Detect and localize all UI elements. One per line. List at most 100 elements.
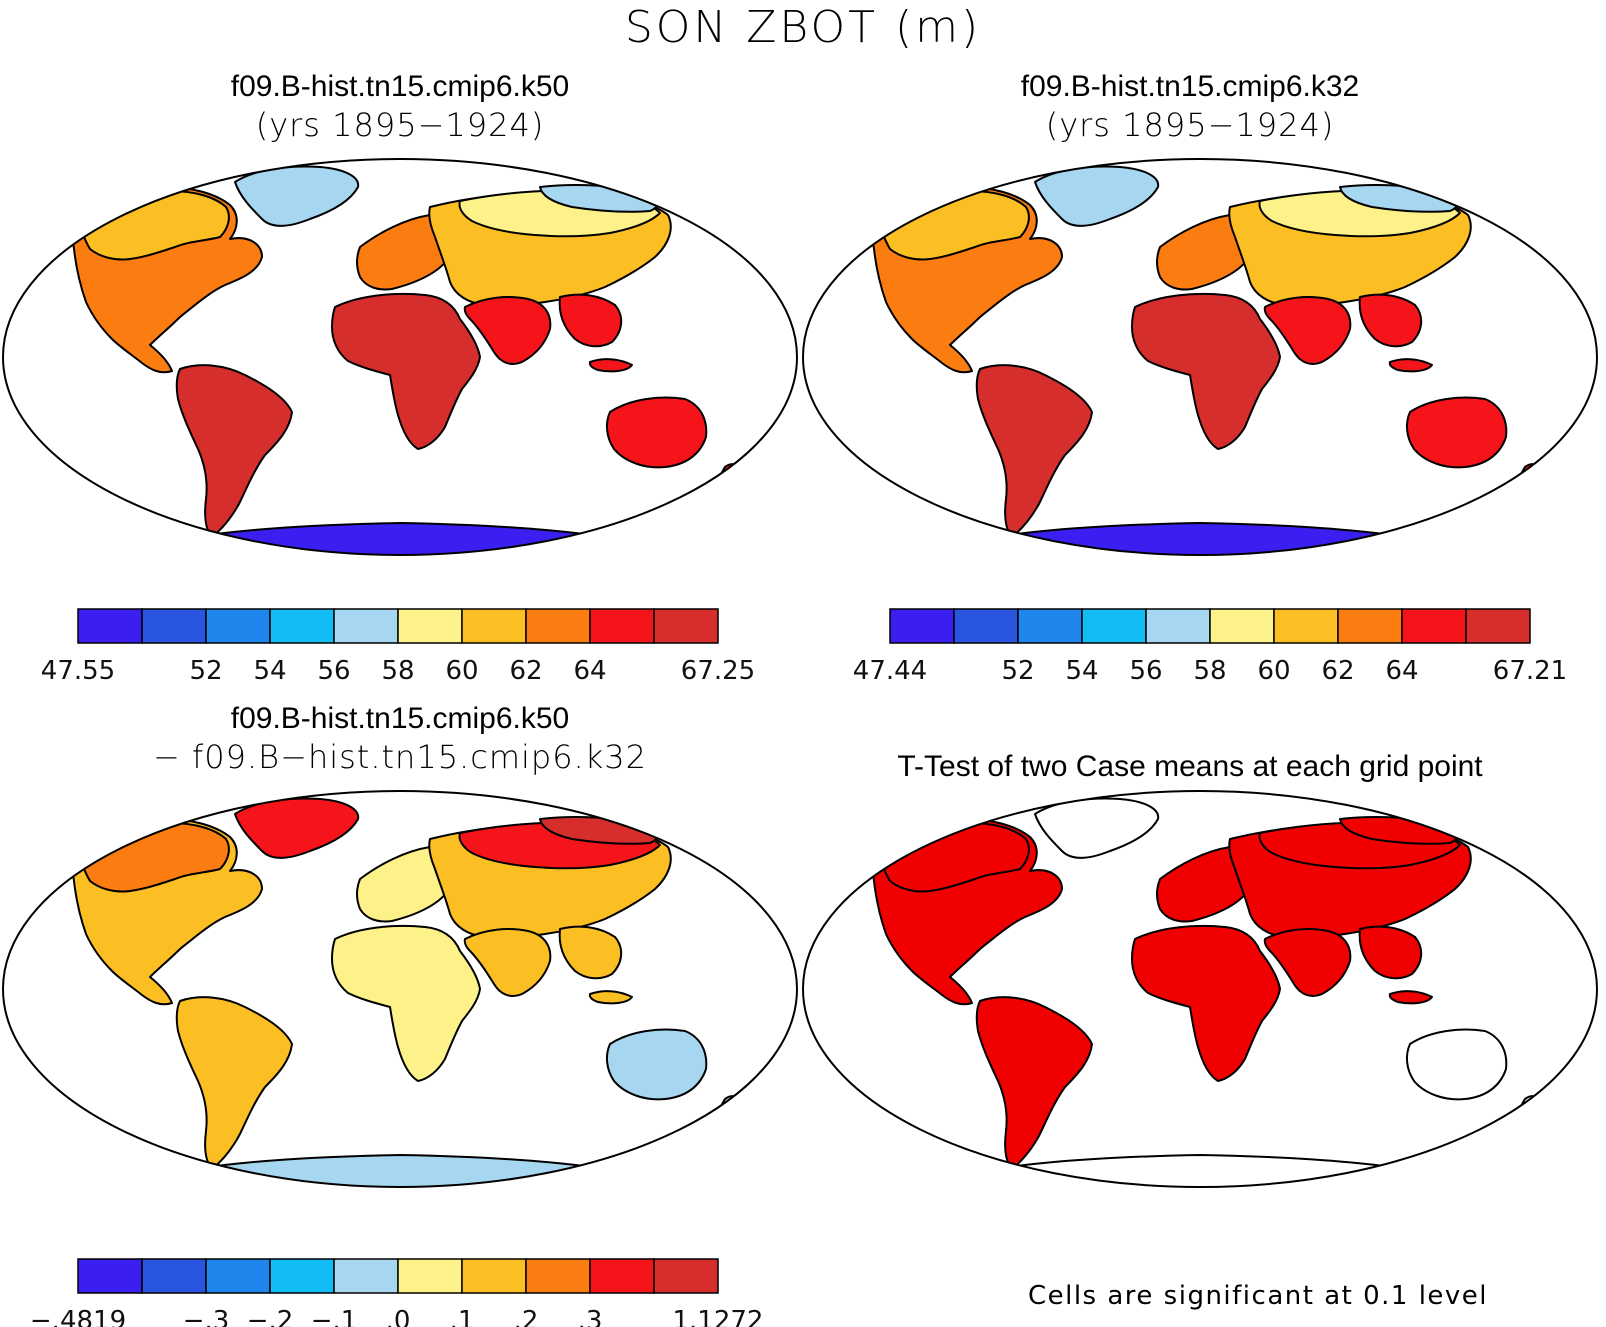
panel-title-k32-line1: f09.B-hist.tn15.cmip6.k32 [1020, 70, 1360, 103]
cb1-swatch-1 [141, 608, 207, 644]
map-k32 [802, 158, 1598, 556]
k32-region-sa-3 [975, 364, 1093, 538]
k50-region-australia-12 [605, 396, 708, 469]
k50-region-greenland-2 [234, 165, 360, 227]
diff-map-border [2, 790, 798, 1188]
diff-region-asia_s-10 [558, 925, 623, 980]
cb3-label-7: .2 [514, 1306, 539, 1327]
cb2-label-3: 54 [1065, 656, 1098, 686]
cb2-label-5: 58 [1193, 656, 1226, 686]
cb3-swatch-0 [77, 1258, 143, 1294]
cb1-swatch-8 [589, 608, 655, 644]
cb2-label-10: 67.21 [1493, 656, 1567, 686]
cb1-swatch-9 [653, 608, 719, 644]
cb2-swatch-6 [1273, 608, 1339, 644]
panel-title-k50-line1: f09.B-hist.tn15.cmip6.k50 [230, 70, 570, 103]
cb3-label-6: .1 [450, 1306, 475, 1327]
cb2-label-4: 56 [1129, 656, 1162, 686]
cb2-swatch-4 [1145, 608, 1211, 644]
cb2-swatch-2 [1017, 608, 1083, 644]
ttest-region-sa-3 [975, 996, 1093, 1170]
panel-title-k50: f09.B-hist.tn15.cmip6.k50 (yrs 1895−1924… [20, 68, 780, 144]
cb2-label-2: 52 [1001, 656, 1034, 686]
cb3-swatch-6 [461, 1258, 527, 1294]
cb3-swatch-9 [653, 1258, 719, 1294]
cb1-label-0: 47.55 [41, 656, 115, 686]
cb3-swatch-7 [525, 1258, 591, 1294]
ttest-region-asia_s-9 [1263, 928, 1352, 997]
panel-title-diff: f09.B-hist.tn15.cmip6.k50 − f09.B−hist.t… [20, 700, 780, 776]
cb1-swatch-7 [525, 608, 591, 644]
k50-region-sa-3 [175, 364, 293, 538]
cb3-swatch-3 [269, 1258, 335, 1294]
diff-region-asia_s-11 [588, 990, 633, 1005]
map-diff [2, 790, 798, 1188]
panel-title-diff-line1: f09.B-hist.tn15.cmip6.k50 [230, 702, 570, 735]
cb1-swatch-5 [397, 608, 463, 644]
k32-region-greenland-2 [1034, 165, 1160, 227]
cb1-swatch-4 [333, 608, 399, 644]
panel-title-k32-line2: (yrs 1895−1924) [1045, 106, 1335, 144]
cb1-label-7: 62 [509, 656, 542, 686]
ttest-region-greenland-2 [1034, 797, 1160, 859]
panel-title-k50-line2: (yrs 1895−1924) [255, 106, 545, 144]
cb3-label-8: .3 [578, 1306, 603, 1327]
cb1-label-2: 52 [189, 656, 222, 686]
diff-region-sa-3 [175, 996, 293, 1170]
ttest-region-asia_s-11 [1388, 990, 1433, 1005]
k50-region-asia_s-11 [588, 358, 633, 373]
cb2-swatch-3 [1081, 608, 1147, 644]
cb1-swatch-2 [205, 608, 271, 644]
cb1-label-5: 58 [381, 656, 414, 686]
ttest-map-border [802, 790, 1598, 1188]
cb3-swatch-1 [141, 1258, 207, 1294]
cb1-label-10: 67.25 [681, 656, 755, 686]
panel-title-k32: f09.B-hist.tn15.cmip6.k32 (yrs 1895−1924… [810, 68, 1570, 144]
cb2-swatch-1 [953, 608, 1019, 644]
cb3-label-4: −.1 [311, 1306, 358, 1327]
cb3-swatch-2 [205, 1258, 271, 1294]
k32-map-border [802, 158, 1598, 556]
k50-region-africa-4 [331, 292, 481, 450]
k32-region-asia_s-10 [1358, 293, 1423, 348]
cb1-label-8: 64 [573, 656, 606, 686]
cb1-swatch-3 [269, 608, 335, 644]
panel-title-ttest: T-Test of two Case means at each grid po… [810, 748, 1570, 786]
panel-title-diff-line2: − f09.B−hist.tn15.cmip6.k32 [153, 738, 647, 776]
k50-region-asia_s-10 [558, 293, 623, 348]
diff-region-greenland-2 [234, 797, 360, 859]
cb2-label-0: 47.44 [853, 656, 927, 686]
ttest-region-australia-12 [1405, 1028, 1508, 1101]
ttest-region-africa-4 [1131, 924, 1281, 1082]
cb3-label-2: −.3 [183, 1306, 230, 1327]
cb2-label-8: 64 [1385, 656, 1418, 686]
cb1-label-3: 54 [253, 656, 286, 686]
cb3-swatch-4 [333, 1258, 399, 1294]
cb2-label-6: 60 [1257, 656, 1290, 686]
significance-note: Cells are significant at 0.1 level [1028, 1281, 1488, 1311]
cb1-swatch-6 [461, 608, 527, 644]
diff-region-africa-4 [331, 924, 481, 1082]
cb3-label-3: −.2 [247, 1306, 294, 1327]
cb3-swatch-8 [589, 1258, 655, 1294]
k50-map-border [2, 158, 798, 556]
colorbar-diff: −.4819 −.3 −.2 −.1 .0 .1 .2 .3 1.1272 [30, 1258, 764, 1327]
cb2-swatch-7 [1337, 608, 1403, 644]
cb2-swatch-0 [889, 608, 955, 644]
cb2-swatch-8 [1401, 608, 1467, 644]
k32-region-australia-12 [1405, 396, 1508, 469]
colorbar-k50: 47.55 52 54 56 58 60 62 64 67.25 [41, 608, 755, 686]
cb3-label-5: .0 [386, 1306, 411, 1327]
k32-region-asia_s-9 [1263, 296, 1352, 365]
cb3-label-10: 1.1272 [673, 1306, 764, 1327]
colorbar-k32: 47.44 52 54 56 58 60 62 64 67.21 [853, 608, 1567, 686]
diff-region-asia_s-9 [463, 928, 552, 997]
cb2-label-7: 62 [1321, 656, 1354, 686]
panel-title-ttest-line1: T-Test of two Case means at each grid po… [897, 750, 1483, 783]
cb1-label-4: 56 [317, 656, 350, 686]
cb1-label-6: 60 [445, 656, 478, 686]
diff-region-australia-12 [605, 1028, 708, 1101]
ttest-region-asia_s-10 [1358, 925, 1423, 980]
cb3-label-0: −.4819 [30, 1306, 126, 1327]
